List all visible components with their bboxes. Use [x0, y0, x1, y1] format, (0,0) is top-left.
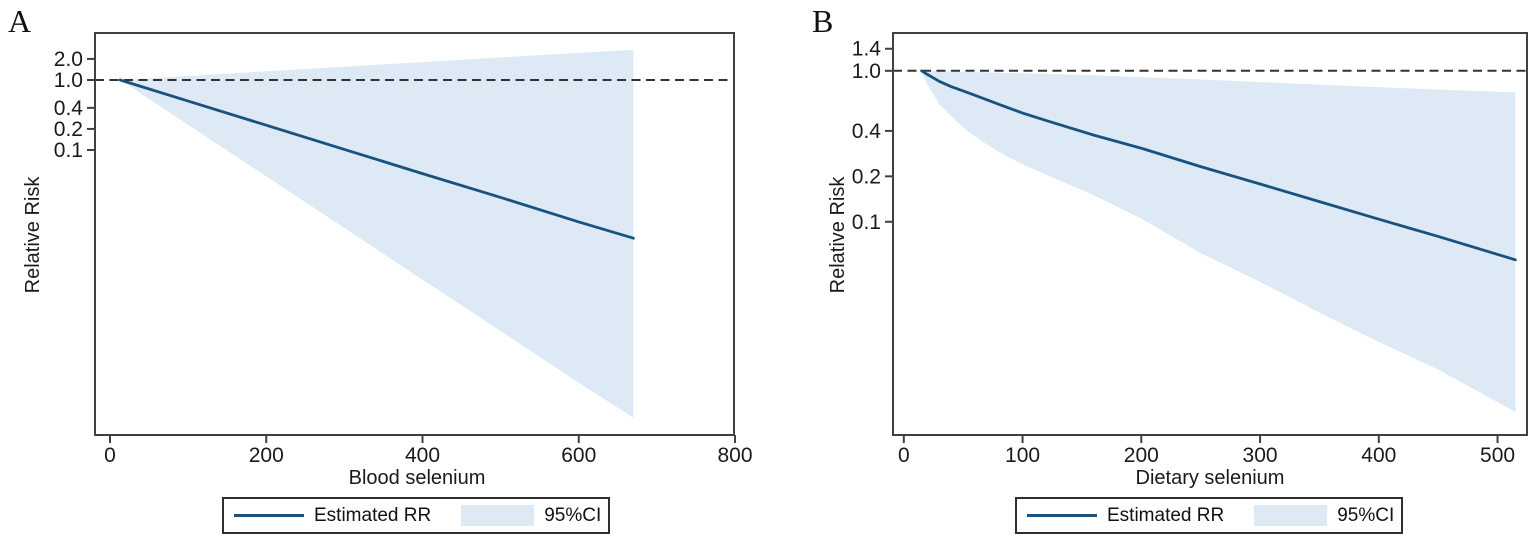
panel-a-x-axis-title: Blood selenium [348, 467, 486, 489]
y-tick-label: 1.0 [54, 69, 83, 92]
x-tick-label: 200 [1124, 444, 1159, 467]
x-tick-label: 300 [1243, 444, 1278, 467]
estimated-rr-line [118, 78, 635, 240]
x-tick-label: 0 [104, 444, 116, 467]
x-tick-label: 100 [1005, 444, 1040, 467]
panel-a-y-axis-title: Relative Risk [22, 176, 44, 294]
y-tick-label: 0.1 [54, 139, 83, 162]
y-tick-label: 1.4 [852, 38, 882, 61]
plot-frame [94, 32, 735, 436]
y-tick-label: 2.0 [54, 48, 83, 71]
ci-label: 95%CI [544, 504, 602, 526]
ci-band-swatch [461, 505, 535, 526]
x-tick-label: 200 [249, 444, 284, 467]
y-tick-label: 0.1 [852, 211, 881, 234]
panel-b-plot: 0 100 200 300 400 500 1.41.0 0.4 0.2 0.1 [852, 32, 1528, 467]
y-tick-label: 0.2 [54, 118, 83, 141]
estimated-rr-label: Estimated RR [1107, 504, 1225, 526]
panel-b-letter: B [812, 3, 834, 39]
plot-frame [892, 32, 1528, 436]
x-tick-label: 500 [1480, 444, 1515, 467]
estimated-rr-label: Estimated RR [314, 504, 432, 526]
panel-a-letter: A [8, 3, 32, 39]
panel-b-y-axis-title: Relative Risk [827, 176, 849, 294]
y-tick-label: 0.4 [852, 120, 882, 143]
y-tick-label: 0.2 [852, 165, 881, 188]
x-tick-label: 400 [1361, 444, 1396, 467]
panel-a-legend: Estimated RR 95%CI [222, 497, 610, 534]
panel-a-plot: 0 200 400 600 800 2.01.0 0.40.20.1 [54, 32, 753, 467]
ci-band-area [120, 49, 634, 418]
ci-band-area [921, 70, 1516, 412]
ci-label: 95%CI [1337, 504, 1395, 526]
estimated-rr-line-swatch [1027, 514, 1097, 517]
y-tick-label: 0.4 [54, 97, 84, 120]
x-tick-label: 600 [561, 444, 596, 467]
panel-b-legend: Estimated RR 95%CI [1015, 497, 1403, 534]
x-tick-label: 800 [717, 444, 752, 467]
x-tick-label: 0 [898, 444, 910, 467]
estimated-rr-line-swatch [234, 514, 304, 517]
x-tick-label: 400 [405, 444, 440, 467]
ci-band-swatch [1254, 505, 1328, 526]
y-tick-label: 1.0 [852, 60, 881, 83]
panel-b-x-axis-title: Dietary selenium [1135, 467, 1285, 489]
estimated-rr-line [920, 69, 1517, 262]
